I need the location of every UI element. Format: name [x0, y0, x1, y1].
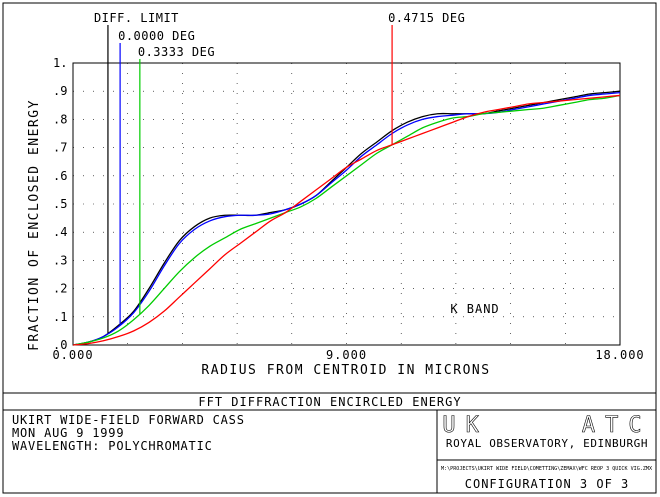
x-axis-label: RADIUS FROM CENTROID IN MICRONS — [201, 363, 490, 378]
info-line-3: WAVELENGTH: POLYCHROMATIC — [12, 439, 213, 453]
band-annotation: K BAND — [450, 302, 499, 316]
y-tick-label: .7 — [53, 141, 67, 155]
y-tick-label: .2 — [53, 282, 67, 296]
y-axis-label: FRACTION OF ENCLOSED ENERGY — [27, 99, 42, 351]
field-markers: DIFF. LIMIT 0.0000 DEG 0.3333 DEG 0.4715 DE… — [94, 11, 465, 334]
y-tick-label: .3 — [53, 253, 67, 267]
info-line-2: MON AUG 9 1999 — [12, 426, 124, 440]
panel-title: FFT DIFFRACTION ENCIRCLED ENERGY — [198, 395, 461, 409]
curves — [72, 90, 621, 346]
info-line-1: UKIRT WIDE-FIELD FORWARD CASS — [12, 413, 245, 427]
series-line-0-4715-deg — [72, 94, 621, 346]
field-marker-label: DIFF. LIMIT — [94, 11, 179, 25]
field-marker-label: 0.3333 DEG — [138, 45, 215, 59]
series-line-0-3333-deg — [72, 94, 621, 346]
tick-labels: .0 .1 .2 .3 .4 .5 .6 .7 .8 .9 1. 0.000 9.000 18.000 — [52, 56, 644, 362]
series-line-diff-limit — [72, 90, 621, 346]
x-tick-label: 18.000 — [595, 348, 644, 362]
y-tick-label: .9 — [53, 84, 67, 98]
series-line-0-0000-deg — [72, 91, 621, 346]
field-marker-label: 0.4715 DEG — [388, 11, 465, 25]
y-tick-label: .6 — [53, 169, 67, 183]
y-tick-label: .4 — [53, 225, 67, 239]
x-tick-label: 9.000 — [326, 348, 367, 362]
file-path: M:\PROJECTS\UKIRT WIDE FIELD\COMETTING\Z… — [441, 466, 653, 472]
field-marker-label: 0.0000 DEG — [118, 29, 195, 43]
y-tick-label: .1 — [53, 310, 67, 324]
org-name: ROYAL OBSERVATORY, EDINBURGH — [446, 437, 648, 450]
org-logo: UK ATC — [442, 413, 651, 438]
y-tick-label: .0 — [53, 338, 67, 352]
configuration-label: CONFIGURATION 3 OF 3 — [465, 477, 630, 491]
y-tick-label: .5 — [53, 197, 67, 211]
y-tick-label: 1. — [53, 56, 67, 70]
x-tick-label: 0.000 — [52, 348, 93, 362]
y-tick-label: .8 — [53, 112, 67, 126]
